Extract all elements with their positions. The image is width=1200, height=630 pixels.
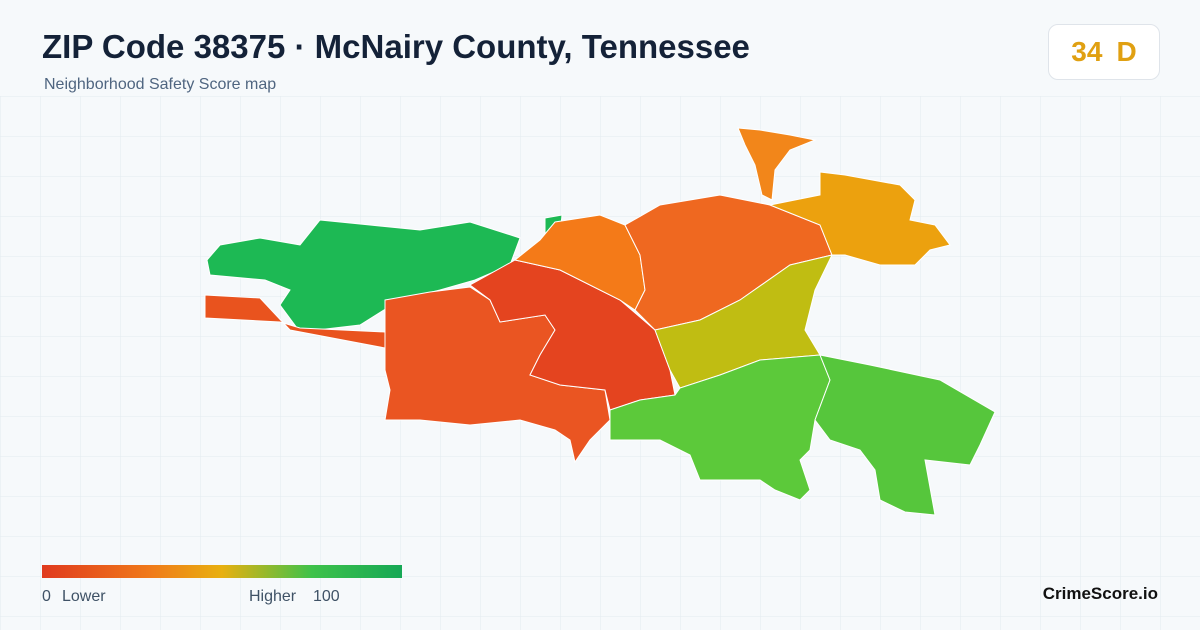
grade: D xyxy=(1116,36,1137,67)
title: ZIP Code 38375 · McNairy County, Tenness… xyxy=(42,28,750,65)
score: 34 xyxy=(1071,36,1103,67)
region xyxy=(737,127,817,201)
brand: CrimeScore.io xyxy=(1042,584,1158,603)
subtitle: Neighborhood Safety Score map xyxy=(44,76,277,93)
legend-max-label: Higher xyxy=(249,588,297,605)
region xyxy=(814,354,996,516)
legend-min-label: Lower xyxy=(62,588,106,605)
region xyxy=(609,354,831,501)
legend-max: 100 xyxy=(313,588,340,605)
legend-min: 0 xyxy=(42,588,51,605)
legend-gradient xyxy=(42,565,402,578)
regions xyxy=(204,127,996,516)
region xyxy=(768,171,951,266)
score-badge: 34 D xyxy=(1048,24,1160,80)
